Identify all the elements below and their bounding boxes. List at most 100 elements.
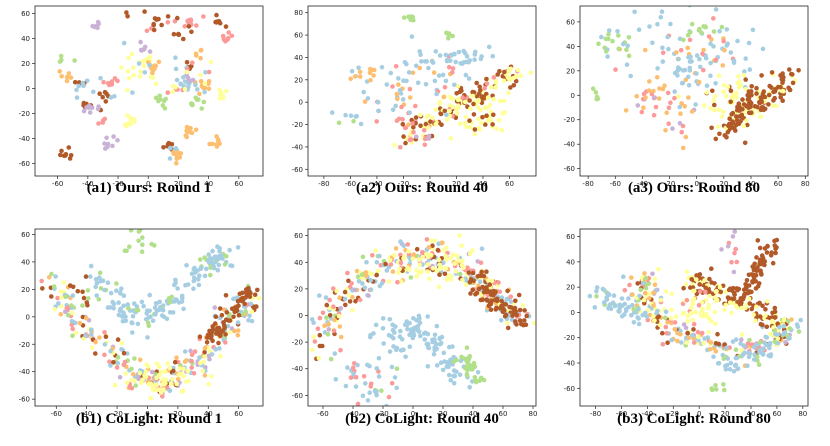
scatter-point-brown [172, 359, 178, 365]
scatter-point-brown [685, 330, 690, 336]
scatter-point-pink [201, 14, 206, 19]
scatter-point-light-yellow [417, 257, 422, 262]
scatter-point-brown [510, 313, 515, 318]
scatter-point-pink [653, 104, 659, 110]
scatter-point-light-blue [650, 40, 655, 46]
scatter-point-pink [405, 242, 411, 247]
scatter-point-light-blue [419, 59, 424, 64]
scatter-point-brown [161, 145, 166, 150]
scatter-point-light-orange [131, 371, 136, 377]
scatter-point-light-blue [130, 320, 135, 326]
scatter-point-pink [680, 123, 686, 129]
scatter-point-light-orange [350, 294, 355, 300]
scatter-point-light-orange [426, 245, 432, 250]
scatter-point-lavender [203, 364, 208, 370]
x-tick-label: -40 [347, 410, 358, 418]
x-tick-label: -80 [590, 410, 601, 418]
scatter-point-light-yellow [89, 345, 95, 350]
scatter-point-pink [192, 349, 198, 354]
x-tick-label: -60 [610, 180, 621, 188]
scatter-point-light-green [196, 97, 201, 102]
scatter-point-light-blue [404, 319, 409, 324]
scatter-point-pink [706, 34, 712, 39]
scatter-point-lavender [719, 247, 724, 252]
scatter-point-pink [165, 20, 171, 25]
scatter-point-light-yellow [154, 375, 159, 381]
scatter-point-light-yellow [426, 113, 431, 118]
scatter-point-light-orange [651, 303, 656, 308]
scatter-point-pink [70, 326, 75, 332]
scatter-point-pink [420, 250, 425, 255]
scatter-point-pink [663, 324, 669, 330]
scatter-point-light-blue [53, 274, 58, 279]
scatter-point-light-orange [646, 88, 652, 93]
scatter-point-light-yellow [200, 368, 206, 374]
scatter-point-light-blue [679, 340, 684, 345]
scatter-point-light-yellow [506, 90, 511, 96]
scatter-point-light-blue [365, 362, 370, 368]
scatter-point-light-blue [631, 320, 637, 325]
scatter-point-brown [142, 9, 147, 14]
scatter-point-brown [742, 140, 748, 146]
scatter-point-light-yellow [123, 371, 128, 376]
scatter-point-pink [331, 304, 336, 309]
scatter-point-light-orange [672, 326, 678, 332]
scatter-point-brown [224, 310, 230, 315]
scatter-point-light-blue [130, 330, 135, 335]
scatter-point-light-blue [117, 308, 123, 313]
scatter-point-pink [395, 279, 400, 285]
scatter-point-light-yellow [311, 334, 316, 340]
scatter-point-brown [156, 16, 161, 22]
scatter-point-pink [165, 90, 171, 95]
scatter-point-light-blue [376, 355, 382, 361]
scatter-point-brown [383, 261, 388, 267]
scatter-point-brown [223, 24, 229, 29]
scatter-point-light-green [63, 294, 68, 300]
scatter-point-pink [221, 34, 226, 39]
scatter-point-brown [175, 15, 180, 21]
scatter-point-brown [753, 279, 758, 284]
scatter-point-brown [216, 340, 221, 346]
scatter-point-light-yellow [316, 355, 322, 361]
panel-caption-b1: (b1) CoLight: Round 1 [75, 411, 223, 427]
scatter-point-light-blue [728, 50, 734, 55]
scatter-point-lavender [104, 135, 109, 141]
scatter-point-lavender [96, 104, 101, 109]
scatter-point-light-yellow [658, 297, 664, 303]
scatter-point-light-blue [499, 295, 505, 300]
scatter-point-light-blue [434, 346, 439, 352]
scatter-point-light-blue [672, 70, 678, 76]
scatter-point-light-blue [147, 62, 152, 68]
scatter-point-brown [470, 89, 475, 95]
scatter-point-light-yellow [425, 262, 431, 267]
scatter-point-brown [746, 101, 752, 106]
scatter-point-light-yellow [443, 253, 448, 259]
scatter-point-light-blue [451, 380, 457, 386]
scatter-point-brown [761, 89, 767, 94]
scatter-point-light-blue [365, 96, 371, 101]
scatter-point-pink [206, 69, 212, 75]
scatter-point-brown [491, 112, 496, 118]
scatter-point-light-yellow [475, 105, 481, 110]
scatter-point-brown [745, 92, 750, 98]
scatter-point-brown [737, 114, 742, 119]
scatter-point-light-green [787, 326, 793, 331]
scatter-point-light-yellow [727, 300, 733, 305]
y-tick-label: -20 [292, 121, 303, 129]
scatter-point-light-blue [440, 72, 446, 78]
scatter-point-pink [338, 347, 343, 353]
scatter-point-light-yellow [751, 312, 756, 317]
scatter-point-brown [484, 298, 490, 303]
scatter-point-light-green [596, 41, 601, 47]
scatter-point-light-blue [353, 384, 359, 389]
scatter-point-light-blue [504, 296, 510, 302]
scatter-point-light-yellow [183, 379, 189, 384]
scatter-point-light-green [201, 99, 207, 105]
scatter-point-light-blue [135, 321, 141, 327]
scatter-point-light-yellow [61, 280, 67, 285]
scatter-point-light-yellow [753, 318, 758, 323]
scatter-point-light-yellow [676, 94, 681, 99]
scatter-point-light-green [379, 388, 384, 393]
scatter-point-pink [331, 328, 337, 333]
scatter-point-light-blue [472, 57, 477, 62]
